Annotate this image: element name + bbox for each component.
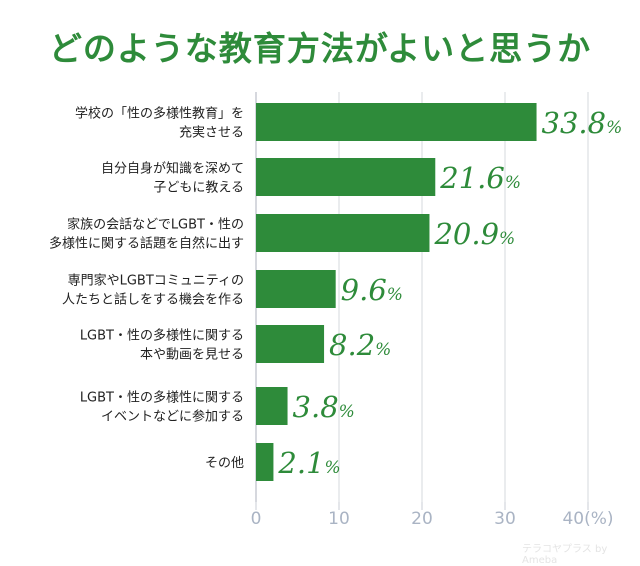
bar [256,443,274,481]
chart-title: どのような教育方法がよいと思うか [48,29,592,68]
category-label: 専門家やLGBTコミュニティの [68,273,244,289]
percent-unit: % [375,340,391,360]
bar [256,387,288,425]
category-label: 人たちと話しをする機会を作る [62,292,244,308]
value-label: 21.6% [439,161,521,195]
category-label: 学校の「性の多様性教育」を [75,106,244,122]
category-label: 自分自身が知識を深めて [101,161,244,177]
bar [256,325,325,363]
value-label: 9.6% [341,273,403,307]
x-tick-label: 40(%) [562,509,613,529]
value-label: 8.2% [329,328,391,362]
percent-unit: % [606,118,622,138]
percent-unit: % [387,285,403,305]
category-label: 家族の会話などでLGBT・性の [67,217,244,233]
percent-unit: % [339,402,355,422]
category-label: LGBT・性の多様性に関する [80,328,244,344]
watermark-logo: テラコヤプラス by Ameba [522,544,608,566]
x-tick-label: 20 [411,509,433,529]
category-label: 充実させる [179,125,244,141]
category-label: イベントなどに参加する [101,409,244,425]
x-tick-label: 0 [251,509,262,529]
category-label: その他 [205,456,244,471]
category-label: 本や動画を見せる [140,348,244,363]
category-label: 多様性に関する話題を自然に出す [49,236,244,252]
value-label: 33.8% [542,106,623,140]
category-label: 子どもに教える [153,180,244,196]
x-tick-label: 10 [328,509,350,529]
bar [256,214,430,252]
value-label: 20.9% [433,217,515,251]
percent-unit: % [325,458,341,478]
category-label: LGBT・性の多様性に関する [80,390,244,406]
bar [256,103,537,141]
value-label: 3.8% [293,390,355,424]
bar [256,158,436,196]
percent-unit: % [499,229,515,249]
percent-unit: % [505,173,521,193]
x-tick-label: 30 [494,509,516,529]
value-label: 2.1% [277,446,340,480]
bar [256,270,336,308]
